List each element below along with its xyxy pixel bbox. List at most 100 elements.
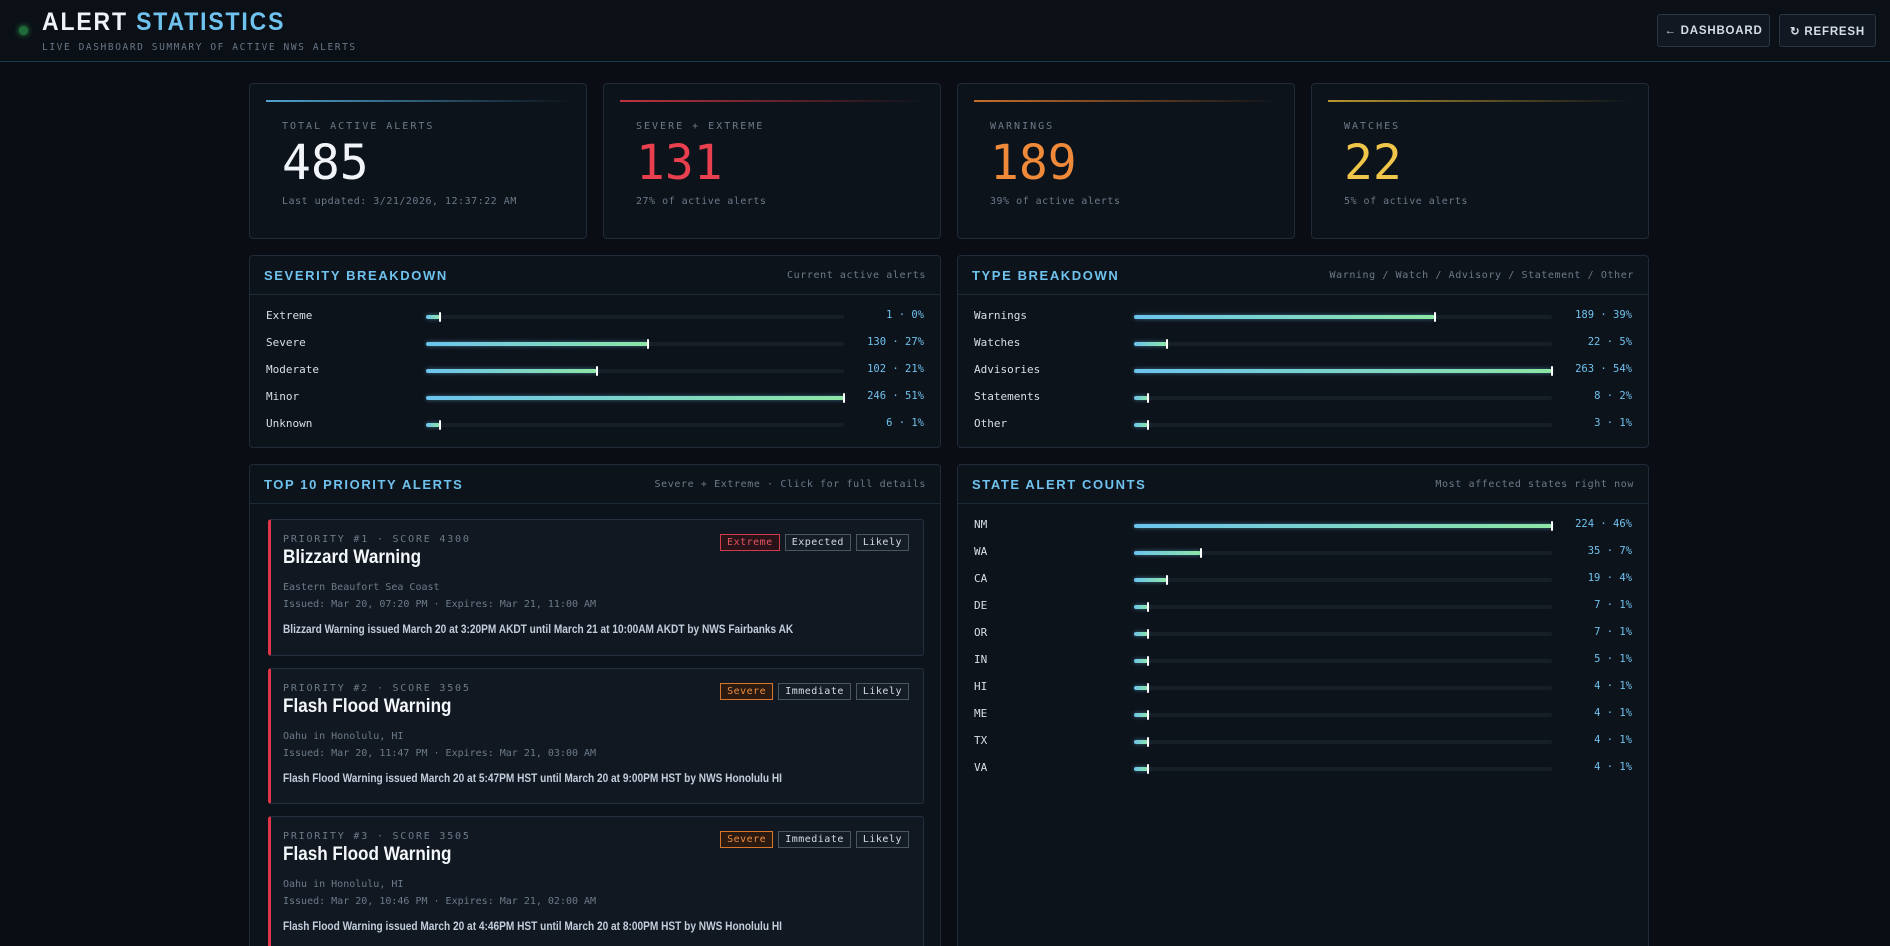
alert-priority-score: PRIORITY #2 · SCORE 3505 [283,683,471,694]
state-row-bar-track [1134,656,1552,666]
state-row-label: VA [974,761,988,774]
alert-title: Flash Flood Warning [283,844,452,865]
state-row-bar-fill [1134,710,1149,720]
alert-description: Flash Flood Warning issued March 20 at 5… [283,773,782,785]
panel-note: Current active alerts [786,270,926,281]
state-row-label: CA [974,572,988,585]
state-row-label: IN [974,653,988,666]
type-row-label: Other [974,417,1008,430]
severity-row-bar-track [426,420,844,430]
state-row-value: 4 · 1% [1594,707,1632,719]
certainty-badge: Likely [855,831,909,848]
urgency-badge: Expected [784,534,851,551]
state-row-bar-fill [1134,602,1149,612]
state-row-label: HI [974,680,988,693]
panel-note: Most affected states right now [1435,479,1634,490]
alert-area: Eastern Beaufort Sea Coast [283,582,440,593]
priority-alert-card[interactable]: PRIORITY #3 · SCORE 3505 Flash Flood War… [268,816,924,946]
alert-priority-score: PRIORITY #3 · SCORE 3505 [283,831,471,842]
state-row-label: NM [974,518,988,531]
type-row-bar-fill [1134,339,1168,349]
alert-time: Issued: Mar 20, 07:20 PM · Expires: Mar … [283,599,597,610]
stat-value: 189 [990,135,1077,191]
stat-value: 22 [1344,135,1402,191]
stat-card-accent-line [266,100,570,102]
severity-row-bar-fill [426,420,441,430]
alert-priority-score: PRIORITY #1 · SCORE 4300 [283,534,471,545]
state-row-bar-fill [1134,656,1149,666]
type-row-bar-track [1134,393,1552,403]
refresh-button-label: ↻ REFRESH [1790,25,1865,38]
severity-row-bar-fill [426,339,649,349]
state-row-label: TX [974,734,988,747]
panel-title: STATE ALERT COUNTS [972,477,1147,492]
panel-divider [250,503,940,504]
alert-area: Oahu in Honolulu, HI [283,879,404,890]
dashboard-button[interactable]: ← DASHBOARD [1657,14,1770,47]
type-row-bar-fill [1134,393,1149,403]
severity-badge: Severe [720,831,774,848]
state-row-value: 35 · 7% [1587,545,1632,557]
alert-badges: Severe Immediate Likely [720,831,909,848]
state-row-bar-track [1134,602,1552,612]
severity-row-label: Moderate [266,363,319,376]
type-row-bar-track [1134,366,1553,376]
panel-title: SEVERITY BREAKDOWN [264,268,448,283]
state-row-value: 19 · 4% [1587,572,1632,584]
stat-card-accent-line [974,100,1278,102]
severity-row-bar-fill [426,393,845,403]
stat-card-accent-line [620,100,924,102]
panel-divider [958,294,1648,295]
panel-title: TOP 10 PRIORITY ALERTS [264,477,464,492]
state-row-label: WA [974,545,988,558]
live-status-indicator [19,26,28,35]
severity-row-value: 1 · 0% [886,309,924,321]
page-title-main: ALERT [42,8,128,36]
type-row-label: Warnings [974,309,1027,322]
type-row-bar-fill [1134,366,1553,376]
stat-foot: 27% of active alerts [636,196,767,207]
type-row-bar-track [1134,312,1552,322]
refresh-button[interactable]: ↻ REFRESH [1779,14,1876,47]
severity-row-value: 102 · 21% [867,363,924,375]
state-row-value: 4 · 1% [1594,680,1632,692]
state-row-bar-track [1134,737,1552,747]
type-row-label: Advisories [974,363,1041,376]
severity-row-value: 246 · 51% [867,390,924,402]
severity-row-value: 130 · 27% [867,336,924,348]
state-row-bar-track [1134,575,1552,585]
stat-card-total: TOTAL ACTIVE ALERTS 485 Last updated: 3/… [249,83,587,239]
severity-badge: Severe [720,683,774,700]
stat-foot: 5% of active alerts [1344,196,1468,207]
state-row-bar-track [1134,683,1552,693]
stat-card-severe-extreme: SEVERE + EXTREME 131 27% of active alert… [603,83,941,239]
alert-title: Flash Flood Warning [283,696,452,717]
state-row-bar-fill [1134,521,1553,531]
state-row-label: OR [974,626,988,639]
severity-row-bar-fill [426,312,441,322]
stat-label: TOTAL ACTIVE ALERTS [282,121,435,132]
stat-label: WARNINGS [990,121,1055,132]
page-header: ALERT STATISTICS LIVE DASHBOARD SUMMARY … [0,0,1890,62]
type-breakdown-panel: TYPE BREAKDOWN Warning / Watch / Advisor… [957,255,1649,448]
certainty-badge: Likely [855,683,909,700]
type-row-value: 22 · 5% [1587,336,1632,348]
panel-divider [958,503,1648,504]
alert-badges: Severe Immediate Likely [720,683,909,700]
urgency-badge: Immediate [778,683,851,700]
stat-foot: Last updated: 3/21/2026, 12:37:22 AM [282,196,517,207]
alert-badges: Extreme Expected Likely [720,534,909,551]
alert-time: Issued: Mar 20, 10:46 PM · Expires: Mar … [283,896,597,907]
type-row-value: 3 · 1% [1594,417,1632,429]
priority-alert-card[interactable]: PRIORITY #2 · SCORE 3505 Flash Flood War… [268,668,924,804]
priority-alert-card[interactable]: PRIORITY #1 · SCORE 4300 Blizzard Warnin… [268,519,924,656]
type-row-label: Watches [974,336,1021,349]
severity-row-value: 6 · 1% [886,417,924,429]
page-subtitle: LIVE DASHBOARD SUMMARY OF ACTIVE NWS ALE… [42,42,357,53]
severity-breakdown-panel: SEVERITY BREAKDOWN Current active alerts… [249,255,941,448]
type-row-bar-fill [1134,420,1149,430]
state-row-label: ME [974,707,988,720]
panel-note: Warning / Watch / Advisory / Statement /… [1329,270,1634,281]
page-title: ALERT STATISTICS [42,8,285,37]
urgency-badge: Immediate [778,831,851,848]
